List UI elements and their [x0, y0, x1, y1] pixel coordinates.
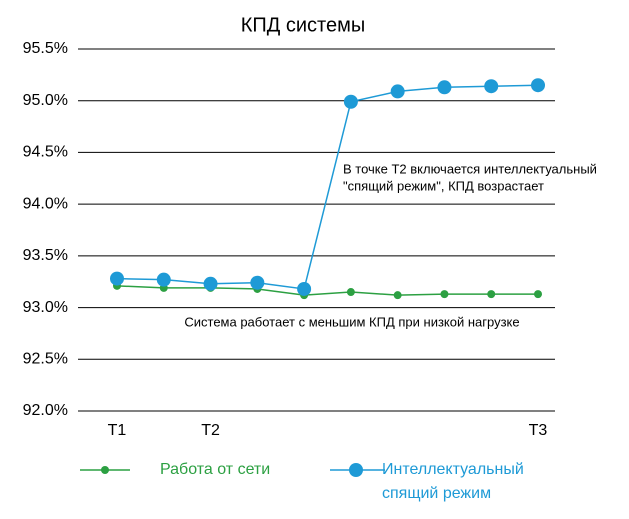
y-tick-label: 95.0% [23, 92, 68, 109]
data-point [437, 80, 452, 95]
x-tick-label: T3 [529, 422, 548, 439]
data-point [393, 291, 402, 300]
data-point [531, 78, 545, 93]
legend-label: Интеллектуальный спящий режим [382, 461, 524, 502]
y-tick-label: 94.5% [23, 144, 68, 161]
legend-marker [349, 463, 363, 477]
y-tick-label: 92.5% [23, 351, 68, 368]
y-tick-label: 92.0% [23, 402, 68, 419]
data-point [346, 288, 355, 297]
y-tick-label: 93.0% [23, 299, 68, 316]
chart-title: КПД системы [241, 14, 365, 36]
y-tick-label: 93.5% [23, 247, 68, 264]
data-point [484, 79, 499, 94]
data-point [343, 94, 358, 109]
data-point [156, 272, 171, 287]
legend-label: Работа от сети [160, 461, 271, 478]
data-point [203, 276, 218, 291]
data-point [297, 281, 312, 296]
data-point [390, 84, 405, 99]
x-tick-label: T1 [108, 422, 127, 439]
y-tick-label: 95.5% [23, 40, 68, 57]
legend-marker [101, 466, 109, 474]
series-line [116, 84, 539, 290]
annotation: Система работает с меньшим КПД при низко… [184, 314, 519, 329]
data-point [110, 271, 124, 286]
annotation: "спящий режим", КПД возрастает [343, 178, 544, 193]
data-point [250, 275, 265, 290]
data-point [534, 290, 542, 299]
data-point [487, 290, 496, 299]
data-point [440, 290, 449, 299]
x-tick-label: T2 [201, 422, 220, 439]
series-line [116, 285, 538, 296]
y-tick-label: 94.0% [23, 195, 68, 212]
annotation: В точке Т2 включается интеллектуальный [343, 161, 597, 176]
